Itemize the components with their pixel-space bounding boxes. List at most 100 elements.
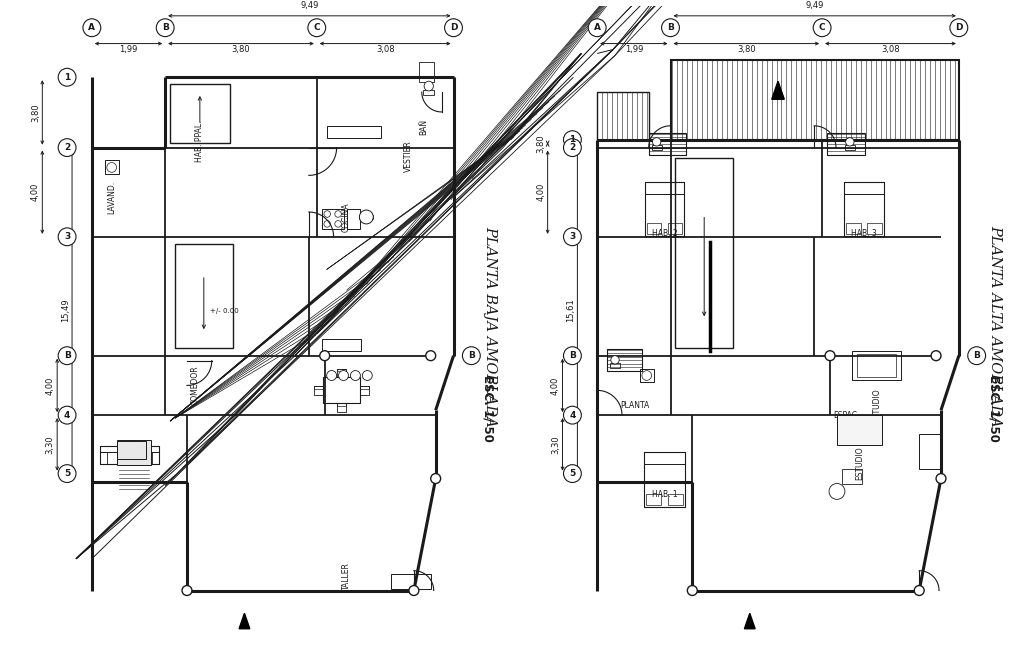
Bar (644, 182, 684, 236)
Text: ESC. 1/ 50: ESC. 1/ 50 (482, 375, 495, 442)
Bar (152, 452, 159, 464)
Text: SALA: SALA (130, 441, 153, 450)
Bar (337, 369, 346, 371)
Circle shape (564, 130, 581, 149)
Text: 3,80: 3,80 (31, 103, 40, 121)
Text: HAB. 2: HAB. 2 (652, 229, 677, 238)
Text: PLANTA: PLANTA (620, 401, 649, 410)
Text: 3,08: 3,08 (376, 45, 394, 54)
Bar (857, 354, 897, 377)
Circle shape (335, 221, 341, 227)
Text: A: A (593, 23, 601, 32)
Bar (418, 63, 434, 82)
Circle shape (642, 371, 652, 380)
Bar (867, 224, 882, 234)
Circle shape (813, 19, 831, 37)
Circle shape (58, 464, 76, 483)
Bar (346, 209, 360, 229)
Text: 4,00: 4,00 (536, 183, 546, 202)
Text: B: B (162, 23, 169, 32)
Bar (668, 224, 682, 234)
Bar (117, 441, 147, 459)
Bar (827, 132, 864, 154)
Circle shape (324, 221, 331, 227)
Circle shape (335, 211, 341, 217)
Polygon shape (239, 613, 249, 629)
Bar (337, 369, 346, 377)
Bar (643, 452, 685, 507)
Text: 3,08: 3,08 (882, 45, 900, 54)
Text: C: C (818, 23, 826, 32)
Circle shape (825, 351, 835, 360)
Bar (842, 468, 862, 483)
Text: 1,99: 1,99 (119, 45, 137, 54)
Bar (391, 574, 431, 589)
Circle shape (936, 474, 946, 483)
Circle shape (931, 351, 941, 360)
Circle shape (687, 585, 697, 596)
Circle shape (182, 585, 192, 596)
Bar (323, 377, 360, 403)
Bar (919, 434, 941, 468)
Bar (844, 182, 884, 236)
Ellipse shape (846, 138, 854, 146)
Bar (100, 446, 159, 464)
Text: B: B (569, 351, 576, 360)
Text: ESC. 1/ 50: ESC. 1/ 50 (987, 375, 1000, 442)
Circle shape (950, 19, 968, 37)
Bar (598, 92, 648, 140)
Circle shape (445, 19, 462, 37)
Bar (671, 61, 959, 140)
Circle shape (564, 347, 581, 364)
Text: +/- 0.00: +/- 0.00 (211, 308, 239, 314)
Circle shape (156, 19, 174, 37)
Text: 1: 1 (64, 73, 70, 82)
Text: C: C (314, 23, 320, 32)
Text: 5: 5 (64, 469, 70, 478)
Text: HAB. PPAL.: HAB. PPAL. (195, 121, 205, 162)
Text: 9,49: 9,49 (805, 1, 824, 10)
Circle shape (564, 464, 581, 483)
Ellipse shape (653, 138, 661, 146)
Circle shape (409, 585, 418, 596)
Text: 3: 3 (569, 233, 575, 242)
Text: B: B (64, 351, 70, 360)
Text: 3,80: 3,80 (232, 45, 250, 54)
Bar (360, 386, 370, 389)
Circle shape (462, 347, 480, 364)
Bar (645, 494, 662, 505)
Text: ESPAC.: ESPAC. (834, 411, 860, 420)
Circle shape (662, 19, 679, 37)
Ellipse shape (425, 81, 434, 91)
Bar (322, 339, 361, 351)
Bar (360, 386, 370, 395)
Bar (646, 224, 662, 234)
Bar (652, 145, 662, 150)
Circle shape (107, 163, 116, 172)
Text: HAB. 1: HAB. 1 (652, 490, 677, 499)
Text: 1,99: 1,99 (625, 45, 643, 54)
Circle shape (564, 139, 581, 156)
Bar (852, 351, 901, 380)
Bar (845, 145, 855, 150)
Circle shape (58, 228, 76, 245)
Bar (837, 415, 882, 445)
Bar (100, 446, 159, 452)
Circle shape (58, 139, 76, 156)
Bar (314, 386, 323, 389)
Ellipse shape (611, 356, 619, 364)
Circle shape (82, 19, 101, 37)
Text: 15,61: 15,61 (566, 298, 575, 322)
Text: COCINA: COCINA (342, 202, 351, 232)
Circle shape (914, 585, 924, 596)
Text: 2: 2 (569, 143, 575, 152)
Text: 3,30: 3,30 (551, 435, 560, 453)
Bar (117, 440, 152, 464)
Text: 2: 2 (64, 143, 70, 152)
Text: 4,00: 4,00 (46, 376, 55, 395)
Bar (610, 364, 620, 368)
Text: 4: 4 (64, 411, 70, 420)
Bar (607, 349, 641, 371)
Text: 9,49: 9,49 (300, 1, 319, 10)
Text: 15,49: 15,49 (61, 299, 69, 322)
